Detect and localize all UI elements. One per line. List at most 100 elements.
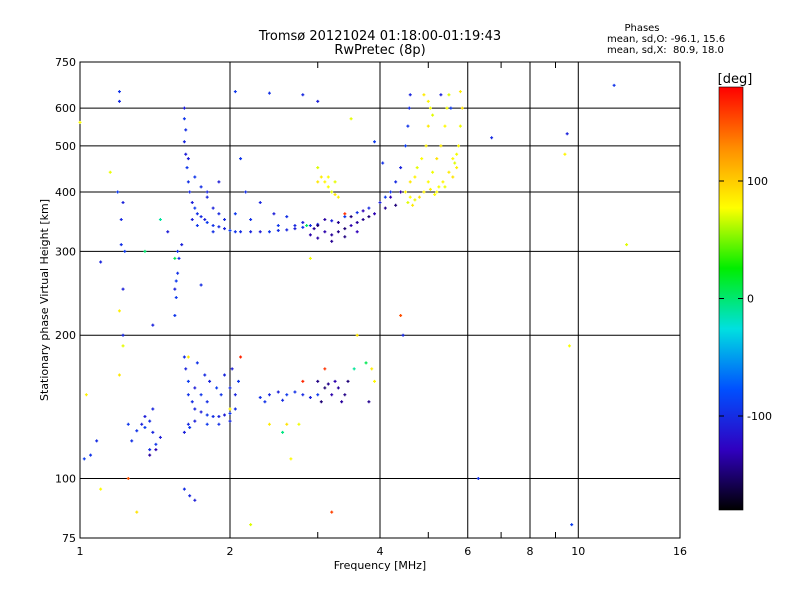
data-point xyxy=(437,185,441,189)
colorbar-tick-label: -100 xyxy=(747,410,772,423)
data-point xyxy=(413,175,417,179)
data-point xyxy=(330,190,334,194)
data-point xyxy=(408,180,412,184)
data-point xyxy=(451,175,455,179)
data-point xyxy=(89,453,93,457)
data-point xyxy=(563,152,567,156)
data-point xyxy=(297,422,301,426)
data-point xyxy=(78,120,82,124)
data-point xyxy=(293,390,297,394)
data-point xyxy=(420,157,424,161)
data-point xyxy=(121,201,125,205)
data-point xyxy=(301,393,305,397)
data-point xyxy=(367,215,371,219)
data-point xyxy=(182,106,186,110)
data-point xyxy=(281,398,285,402)
data-point xyxy=(447,93,451,97)
data-point xyxy=(301,225,305,229)
data-point xyxy=(203,373,207,377)
data-point xyxy=(151,323,155,327)
data-point xyxy=(445,106,449,110)
data-point xyxy=(612,83,616,87)
data-point xyxy=(428,106,432,110)
data-point xyxy=(199,283,203,287)
data-point xyxy=(316,166,320,170)
data-point xyxy=(205,221,209,225)
data-point xyxy=(426,180,430,184)
data-point xyxy=(340,400,344,404)
data-point xyxy=(199,410,203,414)
data-point xyxy=(349,215,353,219)
data-point xyxy=(215,386,219,390)
data-point xyxy=(199,185,203,189)
data-point xyxy=(343,212,347,216)
data-point xyxy=(443,185,447,189)
data-point xyxy=(193,419,197,423)
data-point xyxy=(426,99,430,103)
data-point xyxy=(173,314,177,318)
data-point xyxy=(223,413,227,417)
data-point xyxy=(143,414,147,418)
y-tick-label: 100 xyxy=(55,473,76,486)
data-point xyxy=(121,344,125,348)
data-point xyxy=(236,379,240,383)
data-point xyxy=(399,166,403,170)
data-point xyxy=(355,333,359,337)
data-point xyxy=(443,124,447,128)
data-point xyxy=(308,256,312,260)
data-point xyxy=(433,193,437,197)
data-point xyxy=(333,193,337,197)
colorbar-tick-label: 100 xyxy=(747,175,768,188)
data-point xyxy=(193,498,197,502)
data-point xyxy=(148,448,152,452)
data-point xyxy=(166,230,170,234)
data-point xyxy=(182,487,186,491)
data-point xyxy=(276,228,280,232)
data-point xyxy=(186,180,190,184)
data-point xyxy=(176,271,180,275)
data-point xyxy=(285,215,289,219)
x-tick-label: 4 xyxy=(377,545,384,558)
data-point xyxy=(126,422,130,426)
data-point xyxy=(439,93,443,97)
data-point xyxy=(211,414,215,418)
data-point xyxy=(249,523,253,527)
data-point xyxy=(188,190,192,194)
data-point xyxy=(119,243,123,247)
data-point xyxy=(205,422,209,426)
data-point xyxy=(451,157,455,161)
data-point xyxy=(135,510,139,514)
data-point xyxy=(326,382,330,386)
data-point xyxy=(195,212,199,216)
colorbar-ticks: 100 0 -100 xyxy=(719,175,772,423)
x-tick-label: 8 xyxy=(527,545,534,558)
data-point xyxy=(195,361,199,365)
phases-info-x: mean, sd,X: 80.9, 18.0 xyxy=(607,45,724,56)
data-point xyxy=(249,218,253,222)
data-point xyxy=(301,221,305,225)
data-point xyxy=(455,166,459,170)
data-point xyxy=(239,157,243,161)
data-point xyxy=(173,256,177,260)
data-point xyxy=(401,333,405,337)
data-point xyxy=(258,395,262,399)
data-point xyxy=(205,190,209,194)
y-tick-label: 750 xyxy=(55,56,76,69)
data-point xyxy=(460,106,464,110)
data-point xyxy=(140,422,144,426)
data-point xyxy=(316,224,320,228)
data-point xyxy=(403,144,407,148)
data-point xyxy=(336,230,340,234)
data-point xyxy=(148,453,152,457)
data-point xyxy=(272,212,276,216)
y-axis-label: Stationary phase Virtual Height [km] xyxy=(38,199,51,401)
data-point xyxy=(330,219,334,223)
data-point xyxy=(233,407,237,411)
data-point xyxy=(188,494,192,498)
data-point xyxy=(244,190,248,194)
data-point xyxy=(330,510,334,514)
data-point xyxy=(82,457,86,461)
data-point xyxy=(174,279,178,283)
data-point xyxy=(361,209,365,213)
data-point xyxy=(441,180,445,184)
